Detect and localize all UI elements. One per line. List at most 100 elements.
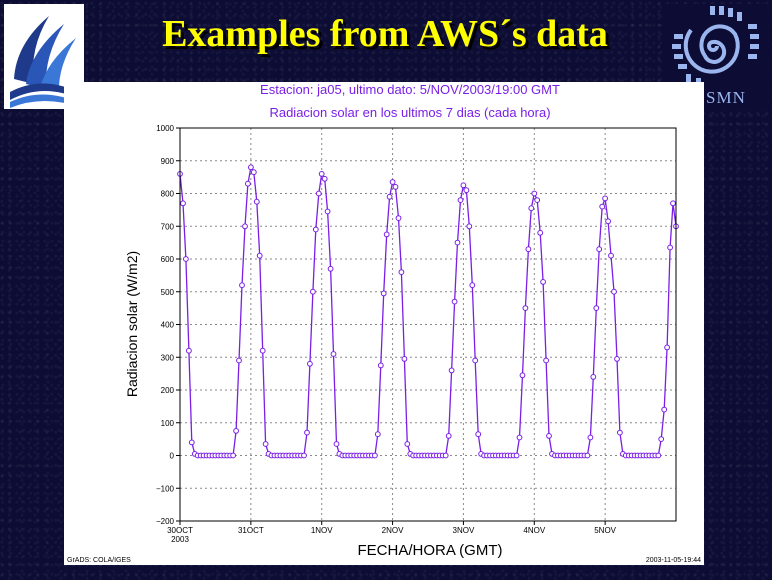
data-point [372, 452, 378, 459]
data-point [392, 184, 399, 190]
x-axis-label: FECHA/HORA (GMT) [358, 542, 503, 559]
solar-radiation-chart: Estacion: ja05, ultimo dato: 5/NOV/2003/… [67, 82, 701, 564]
data-point [301, 452, 307, 459]
data-point [186, 347, 192, 354]
data-point [253, 198, 260, 205]
x-tick-label: 2NOV [382, 526, 404, 535]
data-point [608, 252, 614, 259]
y-tick-label: 100 [161, 419, 175, 428]
data-point [404, 441, 411, 447]
data-point [587, 434, 594, 441]
y-tick-label: 200 [161, 386, 175, 395]
y-tick-label: 0 [170, 452, 175, 461]
data-point [596, 246, 603, 253]
data-point [374, 431, 381, 438]
data-point [472, 357, 479, 364]
university-logo [4, 4, 84, 109]
data-point [330, 351, 337, 357]
data-point [664, 344, 670, 351]
plot-footer-right: 2003-11-05-19:44 [646, 557, 701, 564]
data-point [457, 197, 464, 203]
data-point [386, 193, 393, 200]
y-tick-label: 1000 [156, 124, 174, 133]
data-point [605, 218, 611, 225]
plot-footer-left: GrADS: COLA/IGES [67, 557, 131, 564]
data-point [667, 244, 673, 251]
y-axis-label: Radiacion solar (W/m2) [124, 251, 140, 397]
data-point [599, 203, 606, 210]
data-point [307, 360, 313, 367]
data-point [451, 298, 458, 305]
y-tick-label: 900 [161, 157, 175, 166]
plot-header-station: Estacion: ja05, ultimo dato: 5/NOV/2003/… [260, 82, 560, 97]
x-tick-label: 1NOV [311, 526, 333, 535]
plot-panel: Estacion: ja05, ultimo dato: 5/NOV/2003/… [64, 82, 704, 565]
data-point [180, 200, 186, 207]
y-tick-label: 500 [161, 288, 175, 297]
data-point [262, 441, 269, 447]
data-point [242, 223, 248, 230]
data-point [245, 180, 251, 187]
data-point [445, 433, 452, 439]
data-point [321, 175, 328, 182]
data-point [513, 452, 520, 459]
data-point [398, 269, 405, 276]
data-point [525, 246, 532, 253]
data-point [324, 208, 331, 215]
series-line [179, 165, 677, 457]
data-point [389, 179, 396, 185]
data-point [590, 374, 597, 380]
x-tick-label: 30OCT [167, 526, 193, 535]
slide-title: Examples from AWS´s data [162, 13, 608, 55]
data-point [528, 205, 535, 212]
data-point [304, 429, 310, 436]
data-point [593, 305, 600, 312]
data-point [318, 171, 325, 177]
data-point [395, 215, 402, 222]
data-point [602, 195, 608, 202]
smn-logo [666, 4, 768, 110]
plot-frame [179, 127, 677, 522]
data-point [259, 347, 266, 354]
data-point [546, 433, 552, 439]
data-point [540, 279, 547, 285]
x-tick-sublabel: 2003 [171, 535, 189, 544]
data-point [655, 452, 662, 459]
data-point [333, 441, 340, 447]
smn-logo-text: SMN [706, 88, 746, 107]
data-point [250, 169, 257, 176]
data-point [543, 357, 550, 364]
data-point [230, 452, 237, 459]
data-point [401, 356, 408, 362]
data-point [475, 431, 482, 438]
data-point [463, 187, 470, 194]
data-point [315, 190, 322, 197]
data-point [519, 372, 526, 379]
data-point [531, 190, 538, 197]
data-point [658, 436, 665, 443]
y-tick-label: 700 [161, 222, 175, 231]
data-point [584, 452, 591, 459]
data-point [460, 182, 467, 189]
y-tick-label: 300 [161, 353, 175, 362]
x-tick-label: 5NOV [594, 526, 616, 535]
data-point [256, 252, 263, 259]
chart-title: Radiacion solar en los ultimos 7 dias (c… [269, 105, 550, 120]
data-point [534, 197, 541, 203]
y-tick-label: −200 [156, 517, 175, 526]
data-point [442, 452, 449, 459]
data-point [537, 229, 544, 236]
y-tick-label: −100 [156, 484, 175, 493]
data-point [233, 428, 240, 434]
data-point [380, 290, 387, 297]
data-point [469, 282, 476, 289]
data-point [183, 256, 189, 262]
data-point [236, 357, 242, 364]
data-point [188, 439, 195, 446]
x-tick-label: 4NOV [523, 526, 545, 535]
x-tick-label: 3NOV [453, 526, 475, 535]
data-point [466, 223, 473, 230]
data-point [383, 231, 390, 238]
data-point [670, 200, 676, 207]
data-point [454, 239, 461, 246]
